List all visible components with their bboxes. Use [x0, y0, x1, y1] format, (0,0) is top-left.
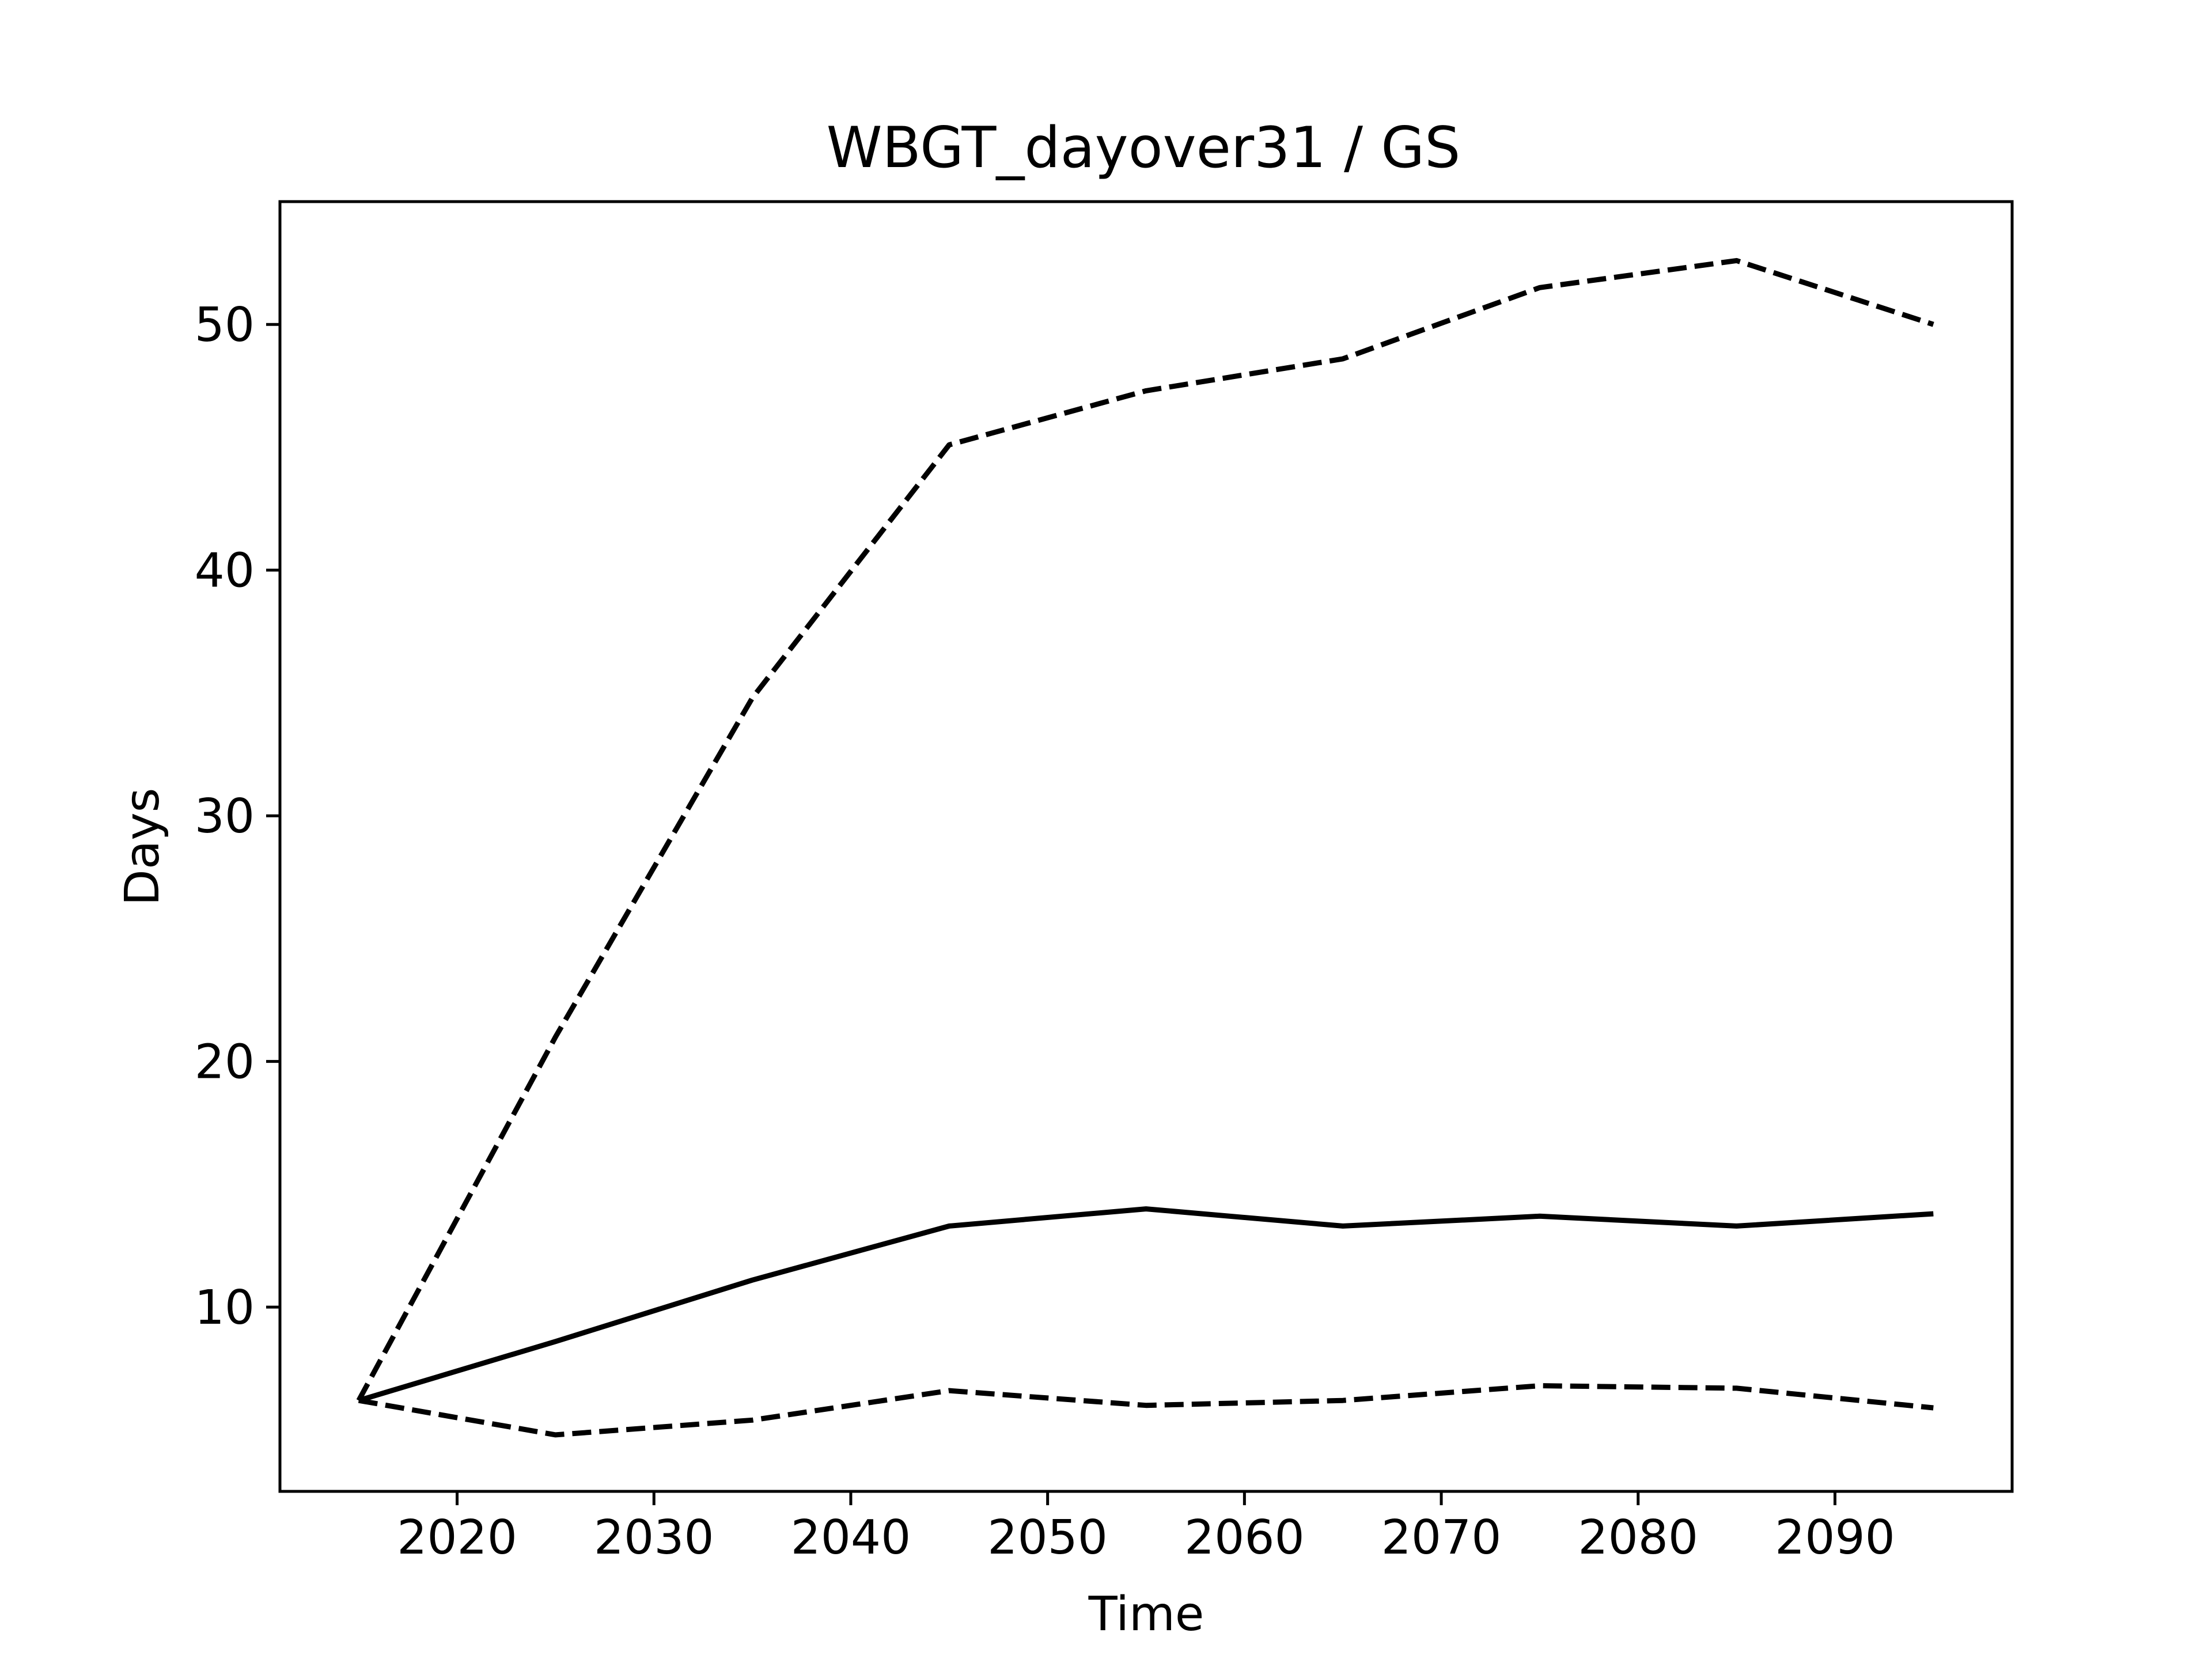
y-tick-label: 40	[195, 544, 255, 599]
x-tick-label: 2050	[987, 1510, 1108, 1565]
series-line-1	[356, 257, 1934, 1402]
x-tick-label: 2080	[1578, 1510, 1698, 1565]
y-axis: 10 20 30 40 50	[195, 298, 280, 1335]
x-tick-label: 2070	[1381, 1510, 1502, 1565]
y-tick-label: 50	[195, 298, 255, 353]
series-line-2	[358, 1206, 1934, 1403]
y-tick-label: 20	[195, 1035, 255, 1090]
x-tick-label: 2040	[791, 1510, 911, 1565]
y-tick-label: 30	[195, 789, 255, 844]
plot-frame	[278, 200, 2014, 1493]
y-axis-label: Days	[115, 788, 170, 906]
y-tick-label: 10	[195, 1281, 255, 1335]
x-tick-label: 2060	[1184, 1510, 1305, 1565]
x-tick-label: 2020	[397, 1510, 517, 1565]
plot-area	[356, 257, 1934, 1438]
x-tick-label: 2090	[1775, 1510, 1895, 1565]
chart-title: WBGT_dayover31 / GS	[827, 115, 1461, 181]
x-axis: 2020 2030 2040 2050 2060 2070 2080 2090	[397, 1491, 1895, 1565]
x-axis-label: Time	[1088, 1587, 1205, 1642]
series-line-3	[358, 1383, 1934, 1438]
x-tick-label: 2030	[594, 1510, 714, 1565]
